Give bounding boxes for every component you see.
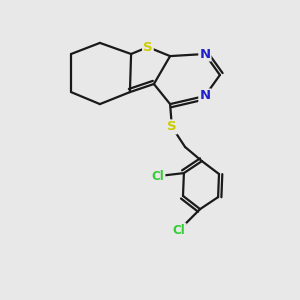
Text: S: S <box>143 40 153 54</box>
Text: Cl: Cl <box>173 224 185 237</box>
Text: S: S <box>167 120 177 134</box>
Text: N: N <box>199 47 211 61</box>
Text: N: N <box>199 89 211 103</box>
Text: Cl: Cl <box>152 169 164 183</box>
